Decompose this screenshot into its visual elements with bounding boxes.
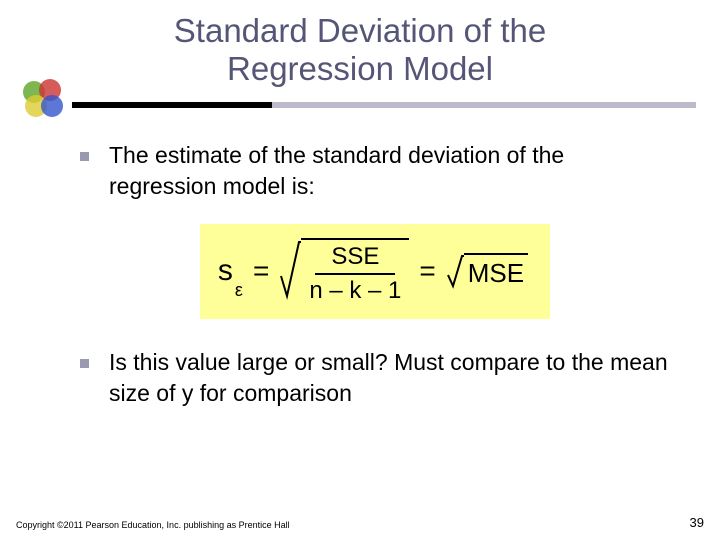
title-line-1: Standard Deviation of the [174, 12, 546, 49]
header-rule-accent [72, 102, 272, 108]
formula-numerator: SSE [315, 243, 395, 275]
bullet-item: The estimate of the standard deviation o… [80, 140, 670, 202]
formula-fraction: SSE n – k – 1 [301, 238, 409, 305]
title-line-2: Regression Model [227, 50, 493, 87]
formula-expression: s ε = SSE n – k – 1 = M [218, 238, 528, 305]
bullet-marker-icon [80, 359, 89, 368]
radical-icon [279, 238, 301, 300]
slide-body: The estimate of the standard deviation o… [0, 108, 720, 409]
header-rule [72, 102, 696, 108]
bullet-item: Is this value large or small? Must compa… [80, 347, 670, 409]
radical-icon [446, 253, 464, 289]
slide-title: Standard Deviation of the Regression Mod… [0, 12, 720, 102]
formula-lhs-sub: ε [235, 280, 243, 301]
copyright-text: Copyright ©2011 Pearson Education, Inc. … [16, 520, 290, 530]
page-number: 39 [690, 515, 704, 530]
formula-equals-2: = [419, 255, 435, 287]
formula-lhs-s: s [218, 254, 233, 288]
formula-mse: MSE [464, 253, 528, 289]
bullet-marker-icon [80, 152, 89, 161]
slide-footer: Copyright ©2011 Pearson Education, Inc. … [16, 515, 704, 530]
formula-equals-1: = [253, 255, 269, 287]
formula-sqrt-mse: MSE [446, 253, 528, 289]
bullet-text: Is this value large or small? Must compa… [109, 347, 670, 409]
circles-logo-icon [20, 78, 70, 120]
bullet-text: The estimate of the standard deviation o… [109, 140, 670, 202]
formula-box: s ε = SSE n – k – 1 = M [200, 224, 550, 319]
formula-sqrt-frac: SSE n – k – 1 [279, 238, 409, 305]
formula-denominator: n – k – 1 [309, 275, 401, 305]
slide-header: Standard Deviation of the Regression Mod… [0, 0, 720, 108]
formula-container: s ε = SSE n – k – 1 = M [80, 224, 670, 319]
